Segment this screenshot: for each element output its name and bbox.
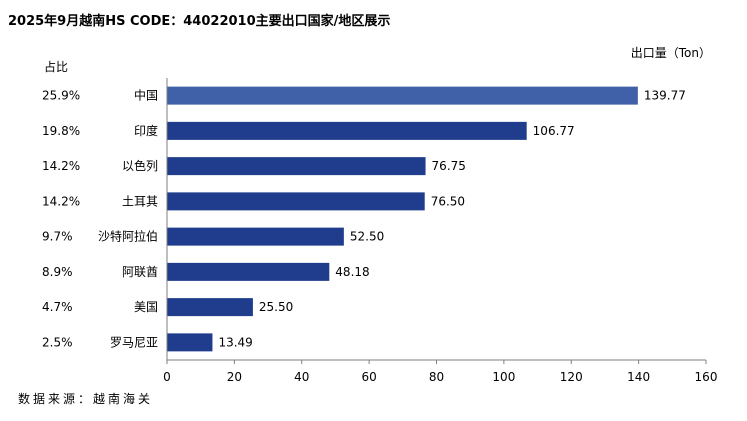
value-label-0: 139.77 [644,89,686,103]
category-label-0: 中国 [134,88,158,103]
share-label-1: 19.8% [42,124,80,138]
bar-5 [167,262,330,281]
category-label-5: 阿联酋 [122,264,158,279]
share-label-3: 14.2% [42,194,80,208]
x-tick-label-2: 40 [294,370,309,384]
unit-label: 出口量（Ton） [630,46,711,60]
bar-1 [167,121,527,140]
x-tick-label-8: 160 [695,370,718,384]
value-label-2: 76.75 [432,159,466,173]
x-tick-label-1: 20 [227,370,242,384]
x-tick-label-5: 100 [492,370,515,384]
share-label-4: 9.7% [42,230,73,244]
bar-2 [167,157,426,176]
category-label-6: 美国 [134,300,158,314]
share-label-6: 4.7% [42,300,73,314]
value-label-6: 25.50 [259,300,293,314]
share-label-0: 25.9% [42,89,80,103]
category-label-2: 以色列 [122,159,158,173]
x-tick-label-6: 120 [560,370,583,384]
bar-3 [167,192,425,211]
value-label-3: 76.50 [431,194,465,208]
bar-6 [167,298,253,317]
category-label-7: 罗马尼亚 [110,335,158,349]
share-label-7: 2.5% [42,335,73,349]
bar-7 [167,333,213,352]
x-tick-label-0: 0 [163,370,171,384]
share-column-header: 占比 [44,60,69,74]
source-note: 数据来源：越南海关 [18,392,154,406]
x-tick-label-4: 80 [429,370,444,384]
share-label-5: 8.9% [42,265,73,279]
value-label-5: 48.18 [335,265,369,279]
share-label-2: 14.2% [42,159,80,173]
x-tick-label-7: 140 [627,370,650,384]
bar-0 [167,86,638,105]
bar-4 [167,227,344,246]
value-label-4: 52.50 [350,230,384,244]
value-label-1: 106.77 [533,124,575,138]
x-tick-label-3: 60 [361,370,376,384]
category-label-4: 沙特阿拉伯 [98,229,158,244]
category-label-3: 土耳其 [122,194,158,208]
chart-title: 2025年9月越南HS CODE：44022010主要出口国家/地区展示 [8,14,391,29]
value-label-7: 13.49 [218,335,252,349]
category-label-1: 印度 [134,123,158,138]
